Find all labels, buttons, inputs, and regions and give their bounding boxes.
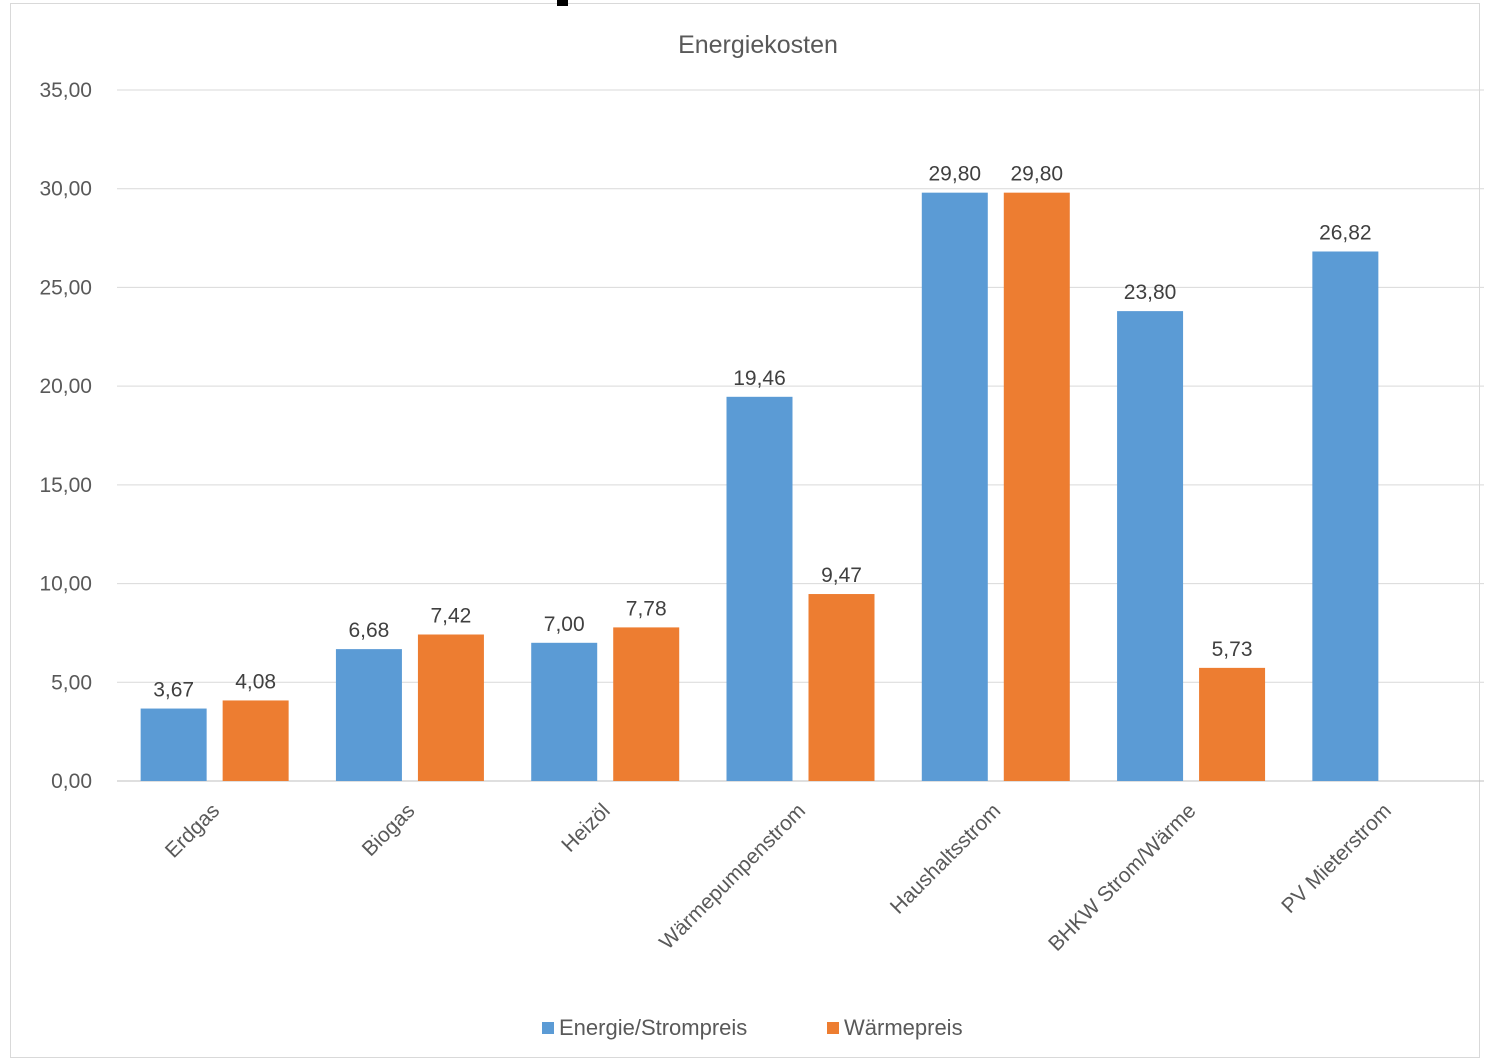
data-label: 6,68 <box>348 619 389 642</box>
data-label: 23,80 <box>1124 281 1177 304</box>
x-tick-label: Haushaltsstrom <box>886 799 1005 918</box>
y-tick-label: 30,00 <box>39 178 92 201</box>
cropped-text-fragment <box>557 0 568 6</box>
bar <box>808 594 875 781</box>
y-axis-tick-labels: 0,00 5,00 10,00 15,00 20,00 25,00 30,00 35,00 <box>39 79 92 793</box>
data-label: 7,00 <box>544 613 585 636</box>
legend-swatch <box>827 1022 839 1034</box>
bars <box>140 192 1379 782</box>
data-labels: 3,67 4,08 6,68 7,42 7,00 7,78 19,46 9,47 29,80 29… <box>153 163 1371 702</box>
data-label: 29,80 <box>929 163 982 186</box>
legend-label: Wärmepreis <box>844 1015 963 1040</box>
legend-swatch <box>542 1022 554 1034</box>
y-tick-label: 35,00 <box>39 79 92 102</box>
data-label: 9,47 <box>821 564 862 587</box>
data-label: 3,67 <box>153 679 194 702</box>
data-label: 26,82 <box>1319 221 1372 244</box>
data-label: 4,08 <box>235 670 276 693</box>
y-tick-label: 25,00 <box>39 276 92 299</box>
data-label: 19,46 <box>733 367 786 390</box>
bar <box>417 634 484 781</box>
y-tick-label: 0,00 <box>51 770 92 793</box>
bar <box>531 642 598 781</box>
data-label: 29,80 <box>1011 163 1064 186</box>
bar <box>1117 311 1184 781</box>
x-tick-label: Erdgas <box>161 799 224 862</box>
bar <box>222 700 289 781</box>
y-tick-label: 5,00 <box>51 671 92 694</box>
x-axis-category-labels: Erdgas Biogas Heizöl Wärmepumpenstrom Hausha… <box>161 799 1396 956</box>
bar <box>613 627 680 781</box>
gridlines <box>117 89 1484 782</box>
bar <box>140 708 207 781</box>
bar <box>726 396 793 781</box>
data-label: 7,42 <box>430 605 471 628</box>
legend: Energie/Strompreis Wärmepreis <box>542 1015 963 1040</box>
bar <box>1003 192 1070 782</box>
y-tick-label: 20,00 <box>39 375 92 398</box>
bar <box>921 192 988 782</box>
x-tick-label: PV Mieterstrom <box>1277 799 1396 918</box>
data-label: 7,78 <box>626 597 667 620</box>
y-tick-label: 10,00 <box>39 573 92 596</box>
bar <box>1199 667 1266 781</box>
x-tick-label: BHKW Strom/Wärme <box>1044 799 1201 956</box>
chart-title: Energiekosten <box>678 31 838 59</box>
x-tick-label: Heizöl <box>557 799 615 857</box>
data-label: 5,73 <box>1212 638 1253 661</box>
bar <box>335 649 402 781</box>
legend-label: Energie/Strompreis <box>559 1015 747 1040</box>
x-tick-label: Wärmepumpenstrom <box>655 799 810 954</box>
bar <box>1312 251 1379 781</box>
x-tick-label: Biogas <box>358 799 420 861</box>
y-tick-label: 15,00 <box>39 474 92 497</box>
